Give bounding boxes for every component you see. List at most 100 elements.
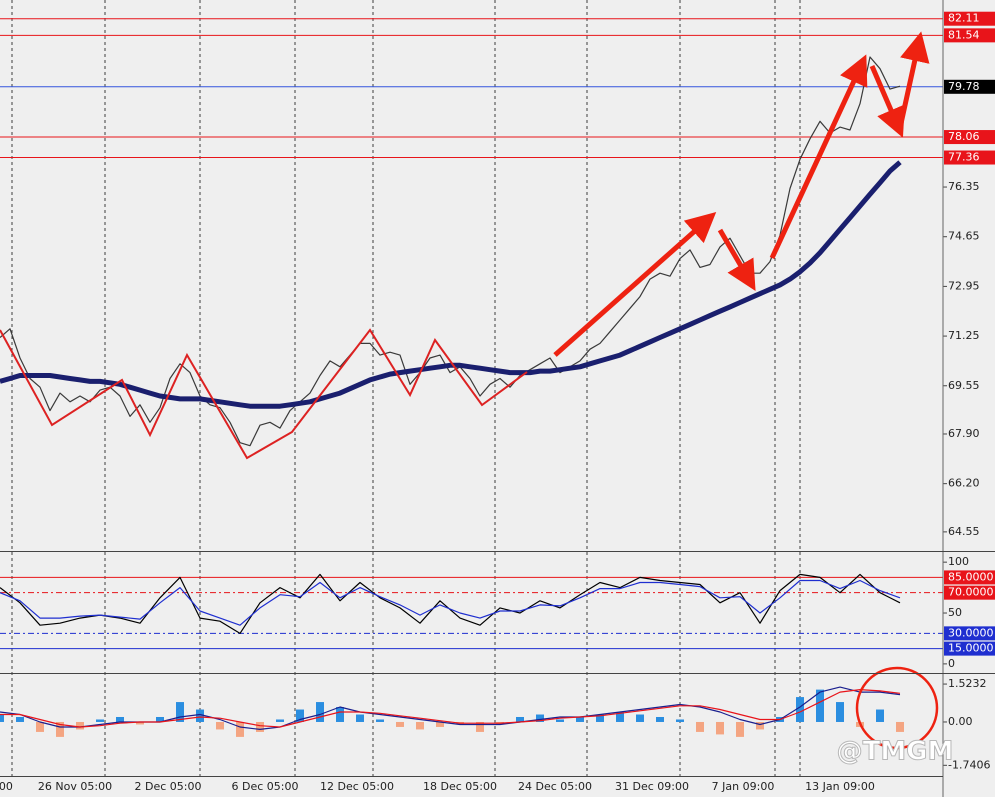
histogram-bar bbox=[16, 716, 24, 722]
histogram-bar bbox=[196, 709, 204, 722]
y-tick-label: 71.25 bbox=[948, 329, 980, 342]
histogram-bar bbox=[596, 714, 604, 722]
level-label: 15.0000 bbox=[948, 642, 994, 655]
histogram-bar bbox=[0, 714, 4, 722]
level-label: 85.0000 bbox=[948, 570, 994, 583]
y-tick-label: 72.95 bbox=[948, 279, 980, 292]
level-label: 77.36 bbox=[948, 151, 980, 164]
series-line bbox=[0, 689, 901, 728]
histogram-bar bbox=[636, 714, 644, 722]
histogram-bar bbox=[256, 721, 264, 732]
histogram-bar bbox=[76, 721, 84, 730]
level-label: 82.11 bbox=[948, 12, 980, 25]
histogram-bar bbox=[516, 716, 524, 722]
histogram-bar bbox=[396, 721, 404, 727]
histogram-bar bbox=[616, 712, 624, 722]
arrow bbox=[717, 228, 756, 291]
y-tick-label: 64.55 bbox=[948, 525, 980, 538]
level-label-box bbox=[944, 641, 995, 656]
level-label: 79.78 bbox=[948, 80, 980, 93]
histogram-bar bbox=[656, 716, 664, 722]
histogram-bar bbox=[376, 719, 384, 722]
plots: 76.35 74.65 72.95 71.25 69.55 67.90 66.20 64.55… bbox=[0, 11, 995, 793]
y-tick-label: 74.65 bbox=[948, 230, 980, 243]
y-tick-label: 0 bbox=[948, 657, 955, 670]
histogram-bar bbox=[316, 702, 324, 722]
watermark: @TMGM bbox=[837, 737, 954, 767]
histogram-bar bbox=[296, 709, 304, 722]
x-tick-label: 6 Dec 05:00 bbox=[232, 780, 299, 793]
histogram-bar bbox=[756, 721, 764, 730]
level-label-box bbox=[944, 130, 995, 145]
histogram-bar bbox=[416, 721, 424, 730]
y-tick-label: 66.20 bbox=[948, 477, 980, 490]
histogram-bar bbox=[876, 709, 884, 722]
y-tick-label: 50 bbox=[948, 606, 962, 619]
x-tick-label: :00 bbox=[0, 780, 13, 793]
histogram-bar bbox=[796, 697, 804, 722]
level-label-box bbox=[944, 28, 995, 43]
arrows bbox=[553, 31, 930, 357]
level-label-box bbox=[944, 585, 995, 600]
histogram-bar bbox=[736, 721, 744, 737]
y-tick-label: 0.00 bbox=[948, 715, 973, 728]
histogram-bar bbox=[356, 714, 364, 722]
histogram-bar bbox=[336, 707, 344, 722]
histogram-bar bbox=[436, 721, 444, 727]
histogram-bar bbox=[176, 702, 184, 722]
level-label: 78.06 bbox=[948, 130, 980, 143]
arrow bbox=[869, 65, 905, 138]
series-line bbox=[0, 160, 902, 409]
histogram-bar bbox=[836, 702, 844, 722]
histogram-bar bbox=[136, 721, 144, 725]
y-tick-label: 69.55 bbox=[948, 379, 980, 392]
level-label-box bbox=[944, 11, 995, 26]
x-tick-label: 12 Dec 05:00 bbox=[320, 780, 394, 793]
x-tick-label: 2 Dec 05:00 bbox=[135, 780, 202, 793]
x-tick-label: 31 Dec 09:00 bbox=[615, 780, 689, 793]
level-label-box bbox=[944, 79, 995, 94]
histogram-bar bbox=[716, 721, 724, 735]
highlight-circle bbox=[855, 666, 939, 750]
y-tick-label: 76.35 bbox=[948, 180, 980, 193]
arrow bbox=[897, 31, 930, 129]
y-tick-label: -1.7406 bbox=[948, 758, 990, 771]
histogram-bar bbox=[276, 719, 284, 722]
histogram-bar bbox=[116, 716, 124, 722]
histogram-bar bbox=[816, 689, 824, 722]
series-line bbox=[0, 579, 901, 626]
arrow bbox=[553, 212, 717, 357]
histogram-bar bbox=[676, 719, 684, 722]
histogram-bar bbox=[476, 721, 484, 732]
histogram-bar bbox=[56, 721, 64, 737]
level-label: 70.0000 bbox=[948, 586, 994, 599]
x-tick-label: 7 Jan 09:00 bbox=[712, 780, 775, 793]
x-tick-label: 26 Nov 05:00 bbox=[38, 780, 112, 793]
x-tick-label: 18 Dec 05:00 bbox=[423, 780, 497, 793]
y-tick-label: 100 bbox=[948, 555, 969, 568]
histogram-bar bbox=[36, 721, 44, 732]
histogram-bar bbox=[236, 721, 244, 737]
histogram-bar bbox=[156, 716, 164, 722]
x-tick-label: 13 Jan 09:00 bbox=[805, 780, 875, 793]
y-tick-label: 1.5232 bbox=[948, 677, 987, 690]
level-label-box bbox=[944, 150, 995, 165]
histogram-bar bbox=[896, 721, 904, 732]
histogram-bar bbox=[556, 719, 564, 722]
histogram-bar bbox=[696, 721, 704, 732]
level-label-box bbox=[944, 626, 995, 641]
level-label: 81.54 bbox=[948, 28, 980, 41]
y-tick-label: 67.90 bbox=[948, 427, 980, 440]
histogram-bar bbox=[576, 716, 584, 722]
histogram-bar bbox=[216, 721, 224, 730]
level-label-box bbox=[944, 570, 995, 585]
histogram-bar bbox=[96, 719, 104, 722]
x-tick-label: 24 Dec 05:00 bbox=[518, 780, 592, 793]
histogram-bar bbox=[536, 714, 544, 722]
arrow bbox=[769, 54, 868, 260]
level-label: 30.0000 bbox=[948, 626, 994, 639]
zigzag-annotation bbox=[0, 328, 528, 460]
